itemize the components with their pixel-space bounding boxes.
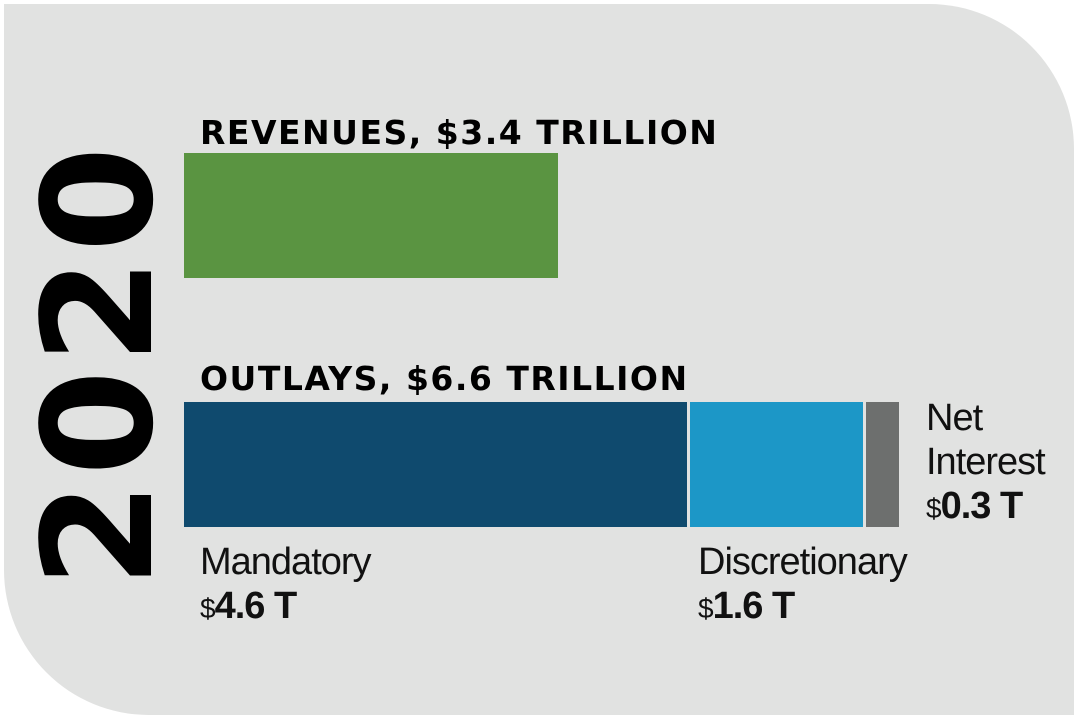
mandatory-value: $4.6 T — [200, 585, 297, 627]
revenues-bar-segment — [184, 153, 558, 278]
discretionary-bar-segment — [690, 402, 863, 527]
currency-symbol: $ — [698, 593, 714, 624]
net-interest-bar-segment — [866, 402, 899, 527]
mandatory-label: Mandatory $4.6 T — [200, 540, 372, 631]
discretionary-name: Discretionary — [698, 541, 908, 583]
chart-card: 2020 REVENUES, $3.4 TRILLION OUTLAYS, $6… — [4, 4, 1074, 715]
mandatory-bar-segment — [184, 402, 687, 527]
net-interest-name: Net Interest — [926, 397, 1046, 483]
revenues-title: REVENUES, $3.4 TRILLION — [200, 113, 719, 152]
mandatory-name: Mandatory — [200, 541, 372, 583]
outlays-title: OUTLAYS, $6.6 TRILLION — [200, 359, 689, 398]
net-interest-value: $0.3 T — [926, 485, 1023, 527]
year-label: 2020 — [10, 140, 187, 588]
currency-symbol: $ — [200, 593, 216, 624]
discretionary-label: Discretionary $1.6 T — [698, 540, 908, 631]
discretionary-value: $1.6 T — [698, 585, 795, 627]
net-interest-label: Net Interest $0.3 T — [926, 396, 1074, 531]
currency-symbol: $ — [926, 493, 942, 524]
